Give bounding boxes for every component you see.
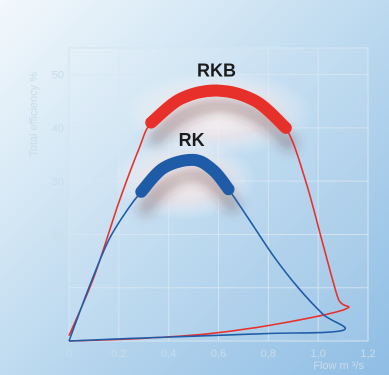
series-line-rk — [68, 159, 346, 342]
optimum-band-rkb — [145, 84, 292, 134]
labels-layer: RKB RK — [179, 61, 236, 150]
y-tick-label: 10 — [52, 283, 64, 295]
x-axis-label: Flow m ³/s — [313, 360, 364, 372]
x-tick-label: 1,2 — [360, 348, 375, 360]
optimum-band-rk — [135, 153, 235, 198]
y-tick-label: 20 — [52, 229, 64, 241]
y-axis-label: Total efficiency % — [28, 72, 40, 157]
series-label-rkb: RKB — [197, 61, 236, 81]
series-label-rk: RK — [179, 130, 205, 150]
axes-layer: 0 0,2 0,4 0,6 0,8 1,0 1,2 10 20 30 40 50 Flow m ³/s T… — [28, 70, 376, 372]
x-tick-label: 0,6 — [211, 348, 226, 360]
x-tick-label: 0 — [66, 348, 72, 360]
x-tick-label: 0,2 — [111, 348, 126, 360]
y-tick-label: 40 — [52, 123, 64, 135]
x-tick-label: 0,8 — [261, 348, 276, 360]
y-tick-label: 30 — [52, 176, 64, 188]
highlight-layer — [113, 70, 314, 220]
x-tick-label: 1,0 — [311, 348, 326, 360]
highlight-shadow — [148, 99, 297, 151]
x-tick-label: 0,4 — [161, 348, 176, 360]
y-tick-label: 50 — [52, 70, 64, 82]
highlight-shadow — [138, 168, 240, 215]
curves-layer — [68, 84, 350, 342]
